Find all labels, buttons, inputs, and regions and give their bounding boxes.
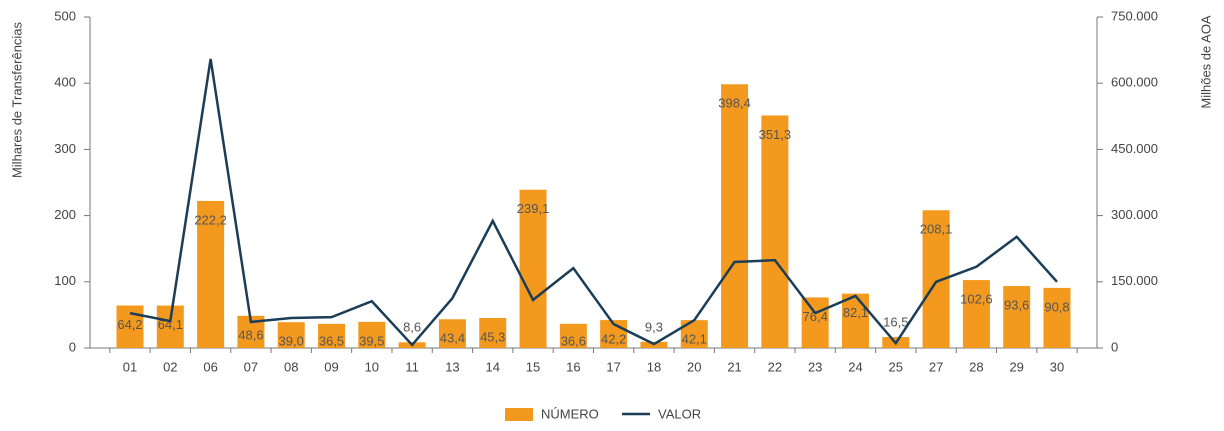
x-tick-label: 30 <box>1050 359 1064 374</box>
data-label: 36,6 <box>561 333 586 348</box>
bar <box>761 115 789 349</box>
bar <box>801 297 829 348</box>
x-tick-label: 02 <box>163 359 177 374</box>
x-tick-label: 14 <box>486 359 500 374</box>
bar <box>197 200 225 348</box>
data-label: 45,3 <box>480 329 505 344</box>
x-tick-label: 20 <box>687 359 701 374</box>
y-tick-label: 300 <box>54 141 76 156</box>
x-tick-label: 16 <box>566 359 580 374</box>
x-tick-label: 10 <box>365 359 379 374</box>
y2-tick-label: 150.000 <box>1111 273 1158 288</box>
bar <box>438 319 466 348</box>
x-tick-label: 07 <box>244 359 258 374</box>
data-label: 76,4 <box>803 309 828 324</box>
x-tick-label: 22 <box>768 359 782 374</box>
data-label: 36,5 <box>319 333 344 348</box>
legend-swatch <box>505 408 533 421</box>
y2-tick-label: 750.000 <box>1111 8 1158 23</box>
y2-axis-title: Milhões de AOA <box>1198 15 1213 109</box>
data-label: 90,8 <box>1044 299 1069 314</box>
data-label: 8,6 <box>403 320 421 335</box>
x-tick-label: 18 <box>647 359 661 374</box>
data-label: 82,1 <box>843 305 868 320</box>
x-tick-label: 29 <box>1009 359 1023 374</box>
data-label: 48,6 <box>238 327 263 342</box>
x-tick-label: 15 <box>526 359 540 374</box>
data-label: 239,1 <box>517 201 550 216</box>
data-label: 222,2 <box>194 212 227 227</box>
data-label: 351,3 <box>759 127 792 142</box>
x-tick-label: 13 <box>445 359 459 374</box>
bar <box>841 293 869 348</box>
legend-label: VALOR <box>658 406 701 421</box>
x-tick-label: 08 <box>284 359 298 374</box>
data-label: 93,6 <box>1004 297 1029 312</box>
y2-tick-label: 600.000 <box>1111 75 1158 90</box>
x-tick-label: 23 <box>808 359 822 374</box>
x-tick-label: 17 <box>606 359 620 374</box>
data-label: 398,4 <box>718 96 751 111</box>
data-label: 39,0 <box>279 333 304 348</box>
data-label: 102,6 <box>960 292 993 307</box>
bar <box>116 305 144 348</box>
y-tick-label: 400 <box>54 75 76 90</box>
bar <box>1003 286 1031 348</box>
bar <box>156 305 184 348</box>
y-axis-title: Milhares de Transferências <box>9 21 24 178</box>
data-label: 16,5 <box>883 315 908 330</box>
data-label: 42,1 <box>682 332 707 347</box>
bar <box>318 323 346 348</box>
x-tick-label: 11 <box>405 359 419 374</box>
y2-tick-label: 0 <box>1111 339 1118 354</box>
line <box>129 58 1058 347</box>
bar <box>1043 287 1071 348</box>
bar <box>519 189 547 348</box>
data-label: 43,4 <box>440 331 465 346</box>
bar <box>721 84 749 348</box>
data-label: 42,2 <box>601 332 626 347</box>
x-tick-label: 06 <box>203 359 217 374</box>
y-tick-label: 0 <box>69 339 76 354</box>
x-tick-label: 09 <box>324 359 338 374</box>
bar <box>479 318 507 348</box>
bar <box>559 323 587 348</box>
data-label: 208,1 <box>920 222 953 237</box>
data-label: 64,2 <box>117 317 142 332</box>
x-tick-label: 21 <box>727 359 741 374</box>
y-tick-label: 100 <box>54 273 76 288</box>
data-label: 9,3 <box>645 319 663 334</box>
y2-tick-label: 450.000 <box>1111 141 1158 156</box>
x-tick-label: 27 <box>929 359 943 374</box>
y2-tick-label: 300.000 <box>1111 207 1158 222</box>
y-tick-label: 200 <box>54 207 76 222</box>
x-tick-label: 25 <box>889 359 903 374</box>
x-tick-label: 28 <box>969 359 983 374</box>
bar <box>962 280 990 348</box>
data-label: 39,5 <box>359 333 384 348</box>
x-tick-label: 24 <box>848 359 862 374</box>
x-tick-label: 01 <box>123 359 137 374</box>
y-tick-label: 500 <box>54 8 76 23</box>
bar <box>277 322 305 348</box>
legend-label: NÚMERO <box>541 406 599 421</box>
bar <box>358 321 386 348</box>
